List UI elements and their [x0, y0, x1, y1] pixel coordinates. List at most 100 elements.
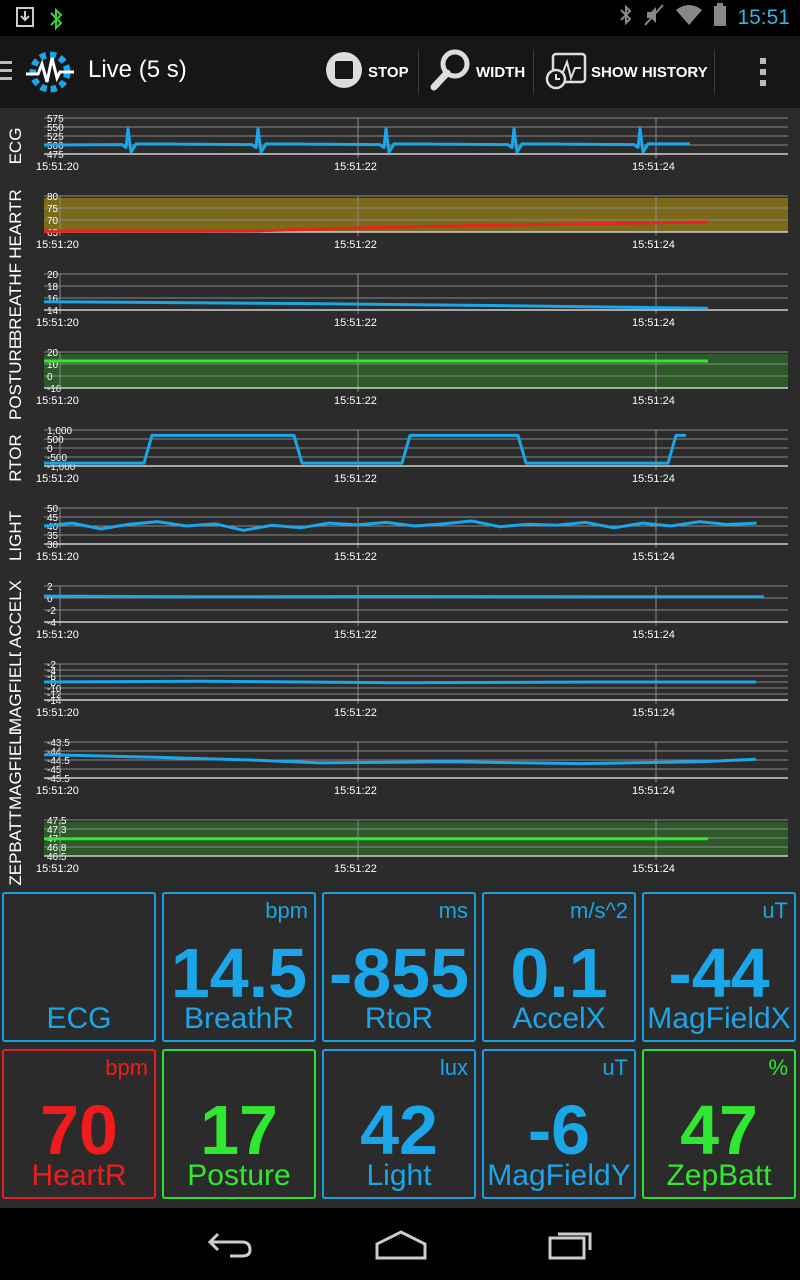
- chart-magfield-y[interactable]: MAGFIELD -2 -4 -6 -8 -10 -12 -14 15:51:20 15:51:…: [0, 652, 800, 732]
- y-tick-label: -500: [47, 453, 67, 464]
- x-tick-label: 15:51:20: [36, 161, 79, 173]
- separator: [418, 50, 419, 94]
- bluetooth-status-icon: [46, 6, 68, 37]
- separator: [714, 50, 715, 94]
- y-tick-label: 46.5: [47, 852, 67, 863]
- screen-title: Live (5 s): [88, 56, 187, 83]
- tile-accel-x[interactable]: m/s^2 0.1 AccelX: [482, 892, 636, 1042]
- stop-icon: [324, 50, 364, 94]
- chart-plot[interactable]: 20-2-415:51:20 15:51:22 15:51:24: [0, 576, 800, 654]
- y-tick-label: 75: [47, 204, 59, 215]
- app-logo-icon[interactable]: [24, 46, 76, 103]
- tile-name: BreathR: [183, 1002, 295, 1035]
- data-trace: [43, 300, 709, 310]
- y-tick-label: 46.8: [47, 843, 67, 854]
- y-tick-label: -10: [47, 384, 62, 395]
- tile-heart-rate[interactable]: bpm 70 HeartR: [2, 1049, 156, 1199]
- tile-name: HeartR: [31, 1159, 127, 1192]
- x-tick-label: 15:51:24: [632, 395, 675, 407]
- y-tick-label: 0: [47, 372, 53, 383]
- tile-name: Light: [366, 1159, 432, 1192]
- mute-icon: [643, 3, 665, 33]
- chart-magfield-x[interactable]: MAGFIELD -43.5 -44 -44.5 -45 -45.5 15:51:20 15…: [0, 730, 800, 810]
- x-tick-label: 15:51:22: [334, 239, 377, 251]
- x-tick-label: 15:51:24: [632, 161, 675, 173]
- x-tick-label: 15:51:20: [36, 317, 79, 329]
- tile-ecg[interactable]: ECG: [2, 892, 156, 1042]
- x-tick-label: 15:51:20: [36, 473, 79, 485]
- chart-accel-x[interactable]: ACCELX 2 0 -2 -4 15:51:20 15:51:22 15:51:24: [0, 576, 800, 654]
- tile-unit: %: [768, 1055, 788, 1080]
- tile-value: -44: [668, 934, 770, 1012]
- data-trace: [43, 753, 757, 766]
- tile-unit: bpm: [265, 898, 308, 923]
- tile-unit: bpm: [105, 1055, 148, 1080]
- y-tick-label: 500: [47, 141, 64, 152]
- chart-zep-battery[interactable]: ZEPBATT 47.5 47.3 47 46.8 46.5 15:51:20 15:51:…: [0, 810, 800, 888]
- tile-magfield-y[interactable]: uT -6 MagFieldY: [482, 1049, 636, 1199]
- y-tick-label: 47.5: [47, 816, 67, 827]
- y-tick-label: -2: [47, 660, 56, 671]
- tile-unit: lux: [439, 1055, 468, 1080]
- home-icon[interactable]: [374, 1226, 428, 1267]
- tile-breath-rate[interactable]: bpm 14.5 BreathR: [162, 892, 316, 1042]
- y-tick-label: 550: [47, 123, 64, 134]
- tile-name: RtoR: [364, 1002, 434, 1035]
- action-bar: Live (5 s) STOP WIDTH SHOW HISTORY: [0, 36, 800, 108]
- chart-posture[interactable]: POSTURE 20 10 0 -10 15:51:20 15:51:22 15:51:24: [0, 340, 800, 420]
- show-history-button[interactable]: SHOW HISTORY: [545, 46, 708, 98]
- chart-heart-rate[interactable]: HEARTR 80 75 70 65 15:51:20 15:51:22 15:51:24: [0, 186, 800, 264]
- x-tick-label: 15:51:22: [334, 629, 377, 641]
- recent-apps-icon[interactable]: [546, 1226, 598, 1267]
- x-tick-label: 15:51:20: [36, 785, 79, 797]
- clock: 15:51: [737, 6, 790, 29]
- y-tick-label: -45.5: [47, 774, 70, 785]
- tile-light[interactable]: lux 42 Light: [322, 1049, 476, 1199]
- x-tick-label: 15:51:20: [36, 551, 79, 563]
- tile-value: 17: [200, 1091, 278, 1169]
- history-icon: [545, 50, 587, 94]
- tile-name: AccelX: [512, 1002, 606, 1035]
- chart-ecg[interactable]: ECG 575 550 525 500 475 15:51:20 15:51:22 15:51…: [0, 108, 800, 186]
- tile-unit: ms: [438, 898, 468, 923]
- x-tick-label: 15:51:20: [36, 707, 79, 719]
- y-tick-label: 500: [47, 435, 64, 446]
- chart-rtor[interactable]: RTOR 1,0005000-500-1,00015:51:2015:51:22…: [0, 420, 800, 498]
- y-tick-label: -6: [47, 672, 56, 683]
- y-tick-label: 575: [47, 114, 64, 125]
- y-tick-label: 18: [47, 282, 59, 293]
- drawer-menu-icon[interactable]: [0, 58, 14, 89]
- tile-name: MagFieldY: [487, 1159, 631, 1192]
- data-trace: [44, 433, 686, 465]
- chart-light[interactable]: LIGHT 50 45 40 35 30 15:51:20 15:51:22 15:51:24: [0, 498, 800, 576]
- stop-button[interactable]: STOP: [324, 46, 409, 98]
- tile-unit: uT: [762, 898, 788, 923]
- tile-magfield-x[interactable]: uT -44 MagFieldX: [642, 892, 796, 1042]
- chart-breath-rate[interactable]: BREATHF 20 18 16 14 15:51:20 15:51:22 15:51:24: [0, 263, 800, 342]
- x-tick-label: 15:51:20: [36, 395, 79, 407]
- y-tick-label: 35: [47, 531, 59, 542]
- tile-posture[interactable]: 17 Posture: [162, 1049, 316, 1199]
- value-tiles: ECG bpm 14.5 BreathR ms -855 RtoR m/s^2 …: [0, 892, 800, 1206]
- x-tick-label: 15:51:24: [632, 551, 675, 563]
- chart-plot[interactable]: 1,0005000-500-1,00015:51:2015:51:2215:51…: [0, 420, 800, 498]
- tile-value: -855: [328, 934, 470, 1012]
- width-button[interactable]: WIDTH: [430, 46, 525, 98]
- band: [44, 354, 788, 388]
- tile-name: MagFieldX: [647, 1002, 791, 1035]
- overflow-menu-icon[interactable]: [758, 56, 768, 93]
- tile-rtor[interactable]: ms -855 RtoR: [322, 892, 476, 1042]
- tile-name: ECG: [46, 1002, 112, 1035]
- back-icon[interactable]: [204, 1226, 256, 1267]
- tile-zep-battery[interactable]: % 47 ZepBatt: [642, 1049, 796, 1199]
- chart-plot[interactable]: -43.5-44-44.5-45-45.515:51:20 15:51:22 15:…: [0, 732, 800, 810]
- x-tick-label: 15:51:22: [334, 317, 377, 329]
- y-tick-label: -4: [47, 666, 56, 677]
